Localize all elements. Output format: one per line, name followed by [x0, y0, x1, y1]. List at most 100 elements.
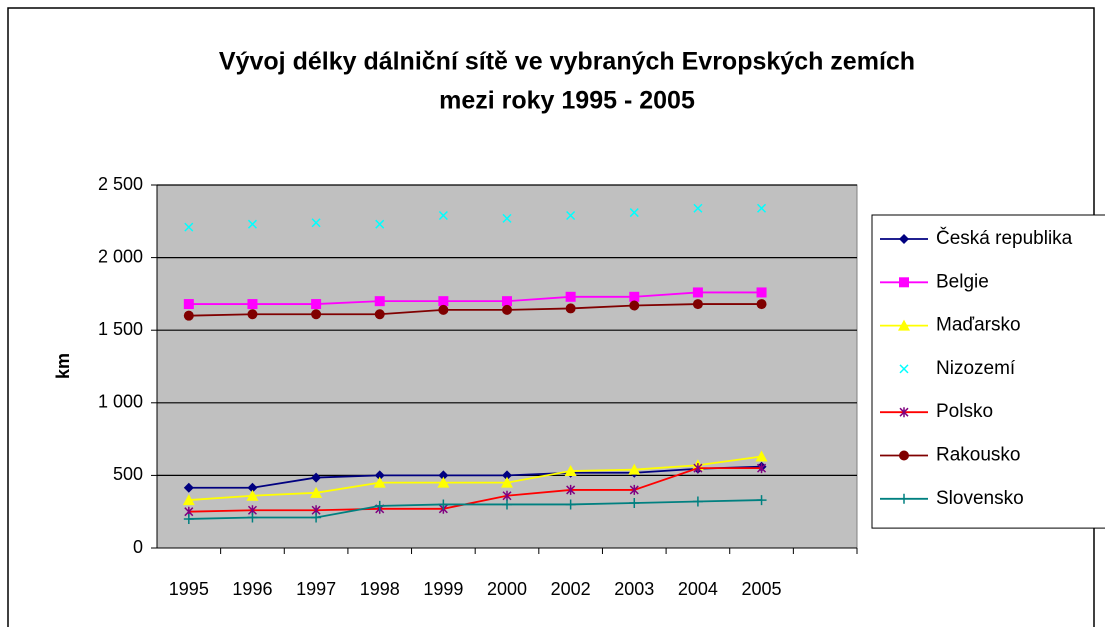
marker — [502, 499, 512, 510]
chart-title: mezi roky 1995 - 2005 — [439, 87, 695, 115]
marker — [247, 219, 257, 229]
marker — [564, 465, 577, 477]
legend-label: Polsko — [936, 401, 993, 422]
marker — [502, 296, 512, 307]
legend-marker — [899, 450, 909, 461]
marker — [183, 310, 194, 321]
marker — [374, 296, 385, 307]
marker — [184, 222, 194, 232]
series-line — [188, 499, 762, 520]
marker — [374, 309, 385, 320]
marker — [692, 299, 703, 310]
marker — [311, 299, 322, 310]
marker — [374, 500, 385, 511]
x-tick-label: 1998 — [360, 579, 400, 599]
y-tick-label: 2 500 — [98, 174, 143, 194]
marker — [757, 203, 767, 213]
marker — [628, 463, 641, 475]
marker — [183, 482, 194, 493]
x-tick-label: 2005 — [742, 579, 782, 599]
legend-box — [871, 214, 1105, 529]
marker — [502, 490, 512, 501]
marker — [502, 213, 512, 223]
marker — [438, 296, 449, 307]
marker — [311, 309, 322, 320]
y-axis-label: km — [53, 353, 73, 379]
marker — [629, 497, 640, 508]
marker — [375, 219, 385, 229]
x-tick-label: 2000 — [487, 579, 527, 599]
marker — [502, 470, 512, 481]
marker — [756, 287, 767, 298]
marker — [374, 470, 385, 481]
marker — [311, 512, 322, 523]
marker — [247, 482, 258, 493]
marker — [311, 218, 321, 228]
marker — [629, 300, 640, 311]
x-tick-label: 2003 — [614, 579, 654, 599]
marker — [438, 304, 449, 315]
marker — [565, 303, 576, 314]
x-tick-label: 2002 — [551, 579, 591, 599]
marker — [501, 476, 513, 488]
marker — [566, 484, 576, 495]
legend-label: Rakousko — [936, 445, 1021, 466]
marker — [565, 499, 576, 510]
series-line — [188, 467, 762, 513]
legend-marker — [898, 319, 910, 331]
legend-marker — [899, 493, 909, 504]
marker — [438, 470, 449, 481]
series-line — [188, 291, 762, 305]
marker — [438, 499, 449, 510]
x-tick-label: 1999 — [423, 579, 463, 599]
y-tick-label: 500 — [113, 464, 143, 484]
marker — [629, 484, 639, 495]
marker — [438, 210, 448, 221]
marker — [373, 476, 386, 488]
marker — [693, 203, 703, 213]
legend-label: Slovensko — [936, 488, 1024, 509]
marker — [565, 291, 576, 302]
legend-label: Nizozemí — [936, 358, 1016, 379]
marker — [310, 486, 323, 498]
legend-label: Česká republika — [936, 227, 1073, 249]
marker — [629, 208, 639, 218]
marker — [247, 512, 258, 523]
series-line — [188, 465, 762, 489]
legend-label: Maďarsko — [936, 315, 1021, 336]
marker — [692, 287, 703, 298]
legend-marker — [899, 277, 909, 288]
marker — [629, 291, 640, 302]
marker — [502, 304, 512, 315]
x-tick-label: 1996 — [232, 579, 272, 599]
x-tick-label: 1995 — [169, 579, 209, 599]
marker — [755, 450, 768, 462]
y-tick-label: 2 000 — [98, 246, 143, 266]
marker — [692, 496, 703, 507]
legend-marker — [899, 407, 909, 418]
marker — [566, 210, 576, 221]
x-tick-label: 2004 — [678, 579, 718, 599]
y-tick-label: 1 000 — [98, 392, 143, 412]
y-tick-label: 0 — [133, 537, 143, 557]
marker — [311, 472, 322, 483]
marker — [183, 513, 194, 524]
series-line — [188, 303, 762, 317]
marker — [247, 309, 258, 320]
legend-label: Belgie — [936, 271, 989, 292]
legend-marker — [899, 234, 909, 244]
marker — [247, 299, 258, 310]
marker — [693, 463, 703, 474]
marker — [437, 476, 450, 488]
marker — [757, 463, 767, 474]
chart-title: Vývoj délky dálniční sítě ve vybraných E… — [219, 48, 915, 76]
marker — [756, 299, 767, 310]
series-line — [188, 455, 762, 501]
marker — [183, 299, 194, 310]
marker — [182, 494, 195, 506]
marker — [756, 495, 767, 506]
x-tick-label: 1997 — [296, 579, 336, 599]
legend-marker — [899, 364, 909, 374]
